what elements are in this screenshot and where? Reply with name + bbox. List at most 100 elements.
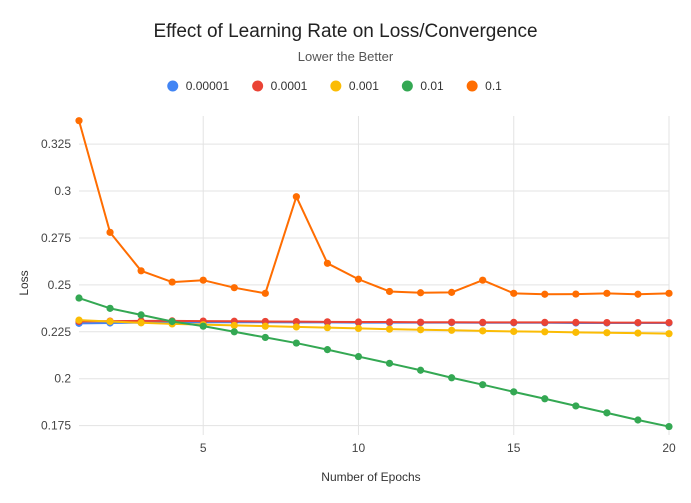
data-point[interactable] <box>448 326 456 334</box>
data-point[interactable] <box>354 324 363 333</box>
data-point[interactable] <box>168 317 176 326</box>
series-line <box>78 319 669 324</box>
series-line <box>78 319 670 335</box>
y-axis-label: Loss <box>17 270 31 295</box>
data-point[interactable] <box>510 327 518 336</box>
data-point[interactable] <box>261 289 269 297</box>
data-point[interactable] <box>603 409 611 417</box>
data-point[interactable] <box>75 294 83 302</box>
legend-item[interactable]: 0.0001 <box>252 79 308 93</box>
data-point[interactable] <box>416 326 425 334</box>
data-point[interactable] <box>292 193 300 201</box>
series-0.0001 <box>75 317 673 327</box>
data-point[interactable] <box>354 275 363 283</box>
data-point[interactable] <box>634 290 642 298</box>
data-point[interactable] <box>385 287 394 296</box>
data-point[interactable] <box>665 330 673 338</box>
y-tick-label: 0.2 <box>54 372 71 386</box>
data-point[interactable] <box>354 352 363 361</box>
data-point[interactable] <box>261 333 269 342</box>
data-point[interactable] <box>448 374 456 382</box>
data-point[interactable] <box>541 290 549 298</box>
data-point[interactable] <box>479 381 487 389</box>
data-point[interactable] <box>634 416 642 424</box>
data-point[interactable] <box>572 318 580 327</box>
data-point[interactable] <box>479 318 487 327</box>
legend-marker <box>330 80 342 92</box>
data-point[interactable] <box>448 288 456 296</box>
data-point[interactable] <box>354 318 363 326</box>
data-point[interactable] <box>665 422 673 431</box>
series-line <box>78 297 670 428</box>
legend-marker <box>167 80 179 92</box>
data-point[interactable] <box>323 346 332 354</box>
data-point[interactable] <box>448 318 456 326</box>
data-point[interactable] <box>603 329 611 337</box>
data-point[interactable] <box>416 289 425 297</box>
data-point[interactable] <box>603 289 611 297</box>
data-point[interactable] <box>479 327 487 335</box>
data-point[interactable] <box>479 276 487 284</box>
data-point[interactable] <box>137 311 145 319</box>
data-point[interactable] <box>323 324 332 332</box>
data-point[interactable] <box>106 228 114 236</box>
data-point[interactable] <box>168 278 176 286</box>
data-point[interactable] <box>75 316 83 324</box>
legend-label: 0.1 <box>485 79 502 93</box>
data-point[interactable] <box>634 329 642 337</box>
data-point[interactable] <box>137 267 145 275</box>
series-0.01 <box>75 294 673 431</box>
legend-label: 0.00001 <box>186 79 230 93</box>
x-axis-ticks: 5 10 15 20 <box>200 441 676 455</box>
data-point[interactable] <box>510 388 518 396</box>
data-point[interactable] <box>572 402 580 410</box>
legend-item[interactable]: 0.001 <box>330 79 379 93</box>
data-point[interactable] <box>230 328 238 336</box>
series-0.1 <box>75 117 673 298</box>
legend-item[interactable]: 0.1 <box>466 79 503 93</box>
legend-item[interactable]: 0.01 <box>401 79 444 93</box>
data-point[interactable] <box>323 318 332 326</box>
x-tick-label: 10 <box>352 441 366 455</box>
data-point[interactable] <box>385 325 394 333</box>
data-point[interactable] <box>603 318 611 327</box>
legend-item[interactable]: 0.00001 <box>167 79 229 93</box>
data-point[interactable] <box>416 318 425 326</box>
legend-label: 0.0001 <box>271 79 308 93</box>
data-point[interactable] <box>199 322 207 330</box>
data-point[interactable] <box>416 366 425 374</box>
data-point[interactable] <box>261 322 269 330</box>
data-point[interactable] <box>75 117 83 125</box>
data-point[interactable] <box>292 339 300 347</box>
x-tick-label: 20 <box>662 441 676 455</box>
legend: 0.00001 0.0001 0.001 0.01 0.1 <box>167 79 502 93</box>
data-point[interactable] <box>230 321 238 330</box>
series-line <box>78 120 670 296</box>
data-point[interactable] <box>230 284 238 292</box>
data-point[interactable] <box>572 328 580 336</box>
legend-marker <box>466 80 478 92</box>
x-tick-label: 5 <box>200 441 207 455</box>
data-point[interactable] <box>137 319 145 327</box>
data-point[interactable] <box>572 290 580 298</box>
data-point[interactable] <box>541 328 549 336</box>
legend-label: 0.01 <box>420 79 444 93</box>
data-point[interactable] <box>106 317 114 326</box>
data-point[interactable] <box>323 259 332 267</box>
data-point[interactable] <box>106 304 114 312</box>
data-point[interactable] <box>634 318 642 327</box>
grid-lines <box>79 116 670 435</box>
series-lines <box>75 117 673 431</box>
data-point[interactable] <box>292 318 300 326</box>
data-point[interactable] <box>510 289 518 297</box>
data-point[interactable] <box>510 318 518 327</box>
data-point[interactable] <box>199 276 207 284</box>
data-point[interactable] <box>385 318 394 326</box>
data-point[interactable] <box>541 395 549 403</box>
data-point[interactable] <box>665 318 673 327</box>
data-point[interactable] <box>665 289 673 297</box>
y-tick-label: 0.225 <box>41 325 71 339</box>
data-point[interactable] <box>292 323 300 331</box>
data-point[interactable] <box>385 359 394 367</box>
data-point[interactable] <box>541 318 549 327</box>
